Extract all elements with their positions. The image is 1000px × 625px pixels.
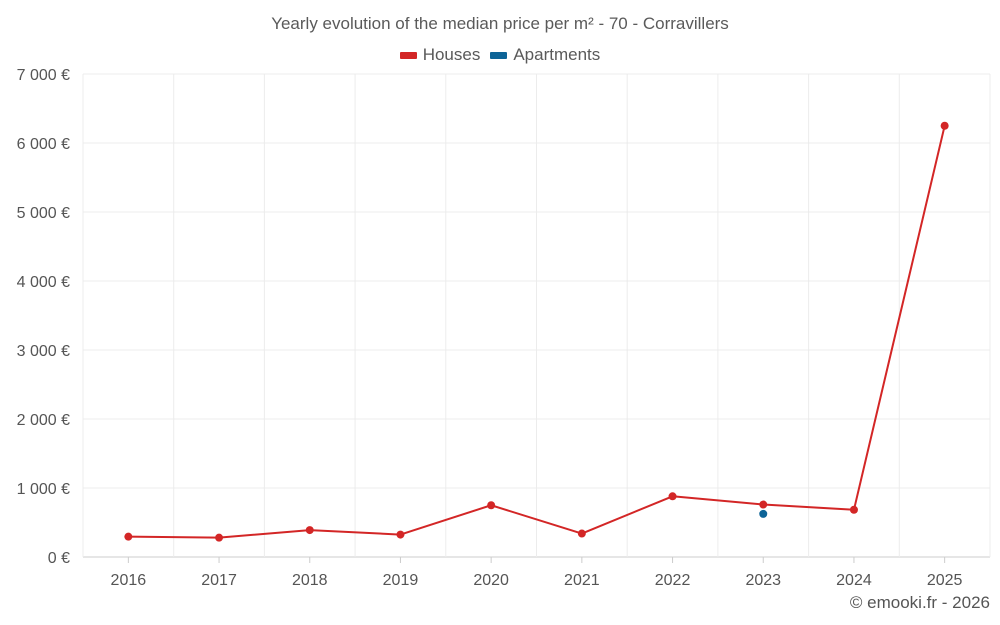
- legend-item-apartments[interactable]: Apartments: [490, 45, 600, 65]
- data-point-houses: [577, 529, 586, 538]
- houses-swatch-icon: [399, 51, 417, 59]
- data-point-houses: [215, 533, 224, 542]
- series-line-houses: [128, 125, 946, 539]
- legend-item-houses[interactable]: Houses: [399, 45, 481, 65]
- x-tick-label: 2022: [655, 572, 691, 589]
- data-point-houses: [305, 526, 314, 535]
- chart-title: Yearly evolution of the median price per…: [271, 14, 729, 33]
- data-point-houses: [759, 500, 768, 509]
- data-point-houses: [124, 532, 133, 541]
- x-tick-label: 2025: [927, 572, 963, 589]
- y-tick-label: 7 000 €: [17, 67, 70, 84]
- x-tick-label: 2023: [745, 572, 781, 589]
- y-tick-label: 1 000 €: [17, 481, 70, 498]
- x-tick-label: 2020: [473, 572, 509, 589]
- legend: Houses Apartments: [0, 45, 1000, 65]
- data-point-houses: [849, 505, 858, 514]
- y-tick-label: 4 000 €: [17, 274, 70, 291]
- legend-label-houses: Houses: [422, 45, 481, 64]
- x-tick-label: 2024: [836, 572, 872, 589]
- x-tick-label: 2019: [383, 572, 419, 589]
- legend-label-apartments: Apartments: [513, 45, 601, 64]
- y-tick-label: 3 000 €: [17, 343, 70, 360]
- data-point-apartments: [759, 509, 768, 518]
- x-tick-label: 2021: [564, 572, 600, 589]
- apartments-swatch-icon: [490, 51, 508, 59]
- y-tick-label: 6 000 €: [17, 136, 70, 153]
- y-tick-label: 0 €: [48, 550, 70, 567]
- x-tick-label: 2016: [111, 572, 147, 589]
- data-point-houses: [487, 501, 496, 510]
- y-tick-label: 2 000 €: [17, 412, 70, 429]
- data-point-houses: [396, 530, 405, 539]
- data-point-houses: [940, 121, 949, 130]
- y-tick-label: 5 000 €: [17, 205, 70, 222]
- data-point-houses: [668, 492, 677, 501]
- credit-text: © emooki.fr - 2026: [849, 593, 990, 612]
- x-tick-label: 2018: [292, 572, 328, 589]
- x-tick-label: 2017: [201, 572, 237, 589]
